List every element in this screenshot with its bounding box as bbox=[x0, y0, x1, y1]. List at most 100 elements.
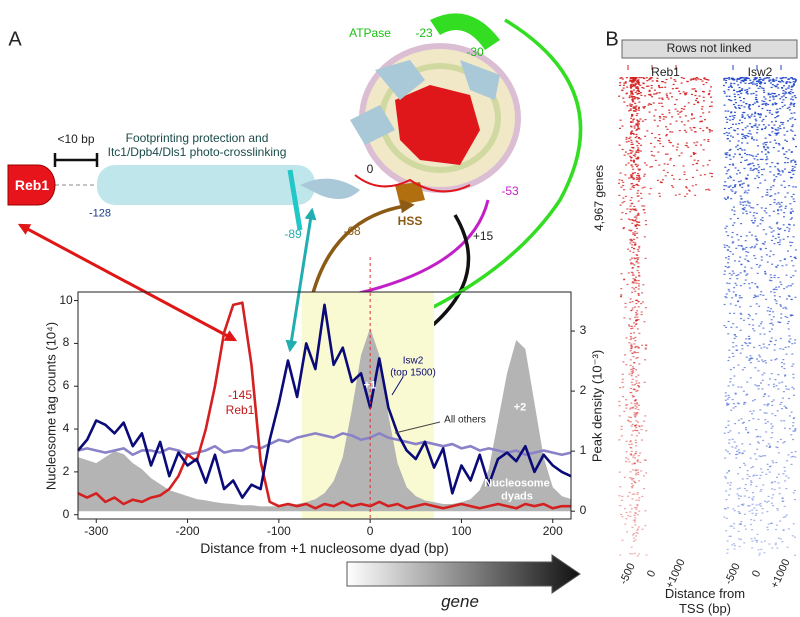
heatmap-cell bbox=[759, 505, 762, 507]
heatmap-cell bbox=[739, 183, 742, 186]
heatmap-cell bbox=[789, 255, 792, 258]
heatmap-cell bbox=[745, 178, 748, 180]
heatmap-cell bbox=[766, 194, 769, 196]
heatmap-cell bbox=[739, 195, 742, 197]
heatmap-cell bbox=[624, 302, 627, 305]
heatmap-cell bbox=[634, 306, 637, 308]
heatmap-cell bbox=[754, 78, 757, 80]
heatmap-cell bbox=[630, 159, 633, 161]
heatmap-cell bbox=[792, 455, 795, 458]
heatmap-cell bbox=[749, 523, 752, 526]
heatmap-cell bbox=[634, 469, 637, 472]
heatmap-cell bbox=[629, 338, 632, 341]
heatmap-cell bbox=[634, 220, 637, 222]
heatmap-cell bbox=[630, 337, 633, 339]
heatmap-cell bbox=[644, 257, 647, 260]
heatmap-cell bbox=[736, 148, 739, 151]
heatmap-cell bbox=[786, 460, 789, 462]
heatmap-cell bbox=[776, 446, 779, 449]
heatmap-cell bbox=[634, 316, 637, 318]
heatmap-cell bbox=[632, 77, 635, 79]
heatmap-cell bbox=[629, 85, 632, 87]
heatmap-cell bbox=[668, 109, 671, 111]
heatmap-cell bbox=[776, 509, 779, 511]
heatmap-cell bbox=[735, 457, 738, 459]
heatmap-cell bbox=[641, 495, 644, 498]
heatmap-cell bbox=[634, 524, 637, 526]
heatmap-cell bbox=[753, 158, 756, 160]
heatmap-cell bbox=[766, 403, 769, 405]
heatmap-cell bbox=[767, 152, 770, 154]
heatmap-cell bbox=[786, 107, 789, 109]
heatmap-cell bbox=[630, 197, 633, 199]
heatmap-cell bbox=[635, 531, 638, 534]
heatmap-cell bbox=[771, 92, 774, 94]
heatmap-cell bbox=[629, 392, 632, 394]
heatmap-cell bbox=[792, 138, 795, 141]
heatmap-cell bbox=[632, 89, 635, 91]
heatmap-cell bbox=[632, 177, 635, 179]
heatmap-cell bbox=[780, 79, 783, 82]
heatmap-cell bbox=[732, 508, 735, 510]
heatmap-cell bbox=[658, 97, 661, 99]
heatmap-cell bbox=[631, 267, 634, 269]
heatmap-cell bbox=[631, 281, 634, 283]
heatmap-cell bbox=[740, 156, 743, 158]
heatmap-cell bbox=[738, 466, 741, 469]
heatmap-cell bbox=[741, 142, 744, 144]
diagram bbox=[7, 13, 583, 354]
heatmap-cell bbox=[636, 503, 639, 506]
heatmap-cell bbox=[734, 406, 737, 408]
heatmap-cell bbox=[692, 151, 695, 154]
heatmap-cell bbox=[671, 116, 674, 118]
heatmap-cell bbox=[734, 153, 737, 155]
heatmap-cell bbox=[656, 125, 659, 127]
heatmap-cell bbox=[774, 128, 777, 130]
heatmap-cell bbox=[731, 209, 734, 211]
heatmap-cell bbox=[629, 208, 632, 210]
heatmap-cell bbox=[659, 142, 662, 145]
heatmap-cell bbox=[623, 154, 626, 156]
heatmap-cell bbox=[636, 86, 639, 88]
heatmap-cell bbox=[729, 185, 732, 187]
heatmap-cell bbox=[731, 253, 734, 255]
heatmap-cell bbox=[633, 403, 636, 405]
heatmap-cell bbox=[690, 78, 693, 80]
heatmap-cell bbox=[736, 234, 739, 236]
heatmap-cell bbox=[785, 514, 788, 516]
heatmap-cell bbox=[773, 178, 776, 181]
heatmap-cell bbox=[635, 380, 638, 382]
heatmap-cell bbox=[794, 270, 797, 272]
heatmap-cell bbox=[789, 211, 792, 213]
heatmap-cell bbox=[727, 177, 730, 179]
heatmap-cell bbox=[782, 307, 785, 309]
heatmap-cell bbox=[622, 184, 625, 187]
heatmap-cell bbox=[758, 354, 761, 356]
heatmap-cell bbox=[701, 80, 704, 82]
heatmap-cell bbox=[745, 338, 748, 340]
heatmap-cell bbox=[630, 141, 633, 143]
heatmap-cell bbox=[635, 133, 638, 136]
heatmap-cell bbox=[664, 175, 667, 177]
heatmap-cell bbox=[632, 371, 635, 374]
heatmap-cell bbox=[793, 200, 796, 203]
heatmap-cell bbox=[623, 82, 626, 84]
heatmap-cell bbox=[734, 393, 737, 395]
heatmap-cell bbox=[671, 131, 674, 133]
heatmap-cell bbox=[789, 212, 792, 214]
heatmap-cell bbox=[742, 201, 745, 203]
heatmap-cell bbox=[624, 81, 627, 83]
heatmap-cell bbox=[630, 139, 633, 141]
heatmap-cell bbox=[635, 451, 638, 453]
heatmap-cell bbox=[741, 114, 744, 116]
heatmap-cell bbox=[632, 132, 635, 135]
heatmap-cell bbox=[637, 142, 640, 145]
heatmap-cell bbox=[789, 102, 792, 104]
heatmap-cell bbox=[630, 132, 633, 134]
heatmap-cell bbox=[635, 257, 638, 259]
heatmap-cell bbox=[743, 525, 746, 527]
heatmap-cell bbox=[694, 78, 697, 80]
heatmap-cell bbox=[747, 251, 750, 253]
heatmap-cell bbox=[731, 270, 734, 272]
heatmap-cell bbox=[644, 307, 647, 309]
